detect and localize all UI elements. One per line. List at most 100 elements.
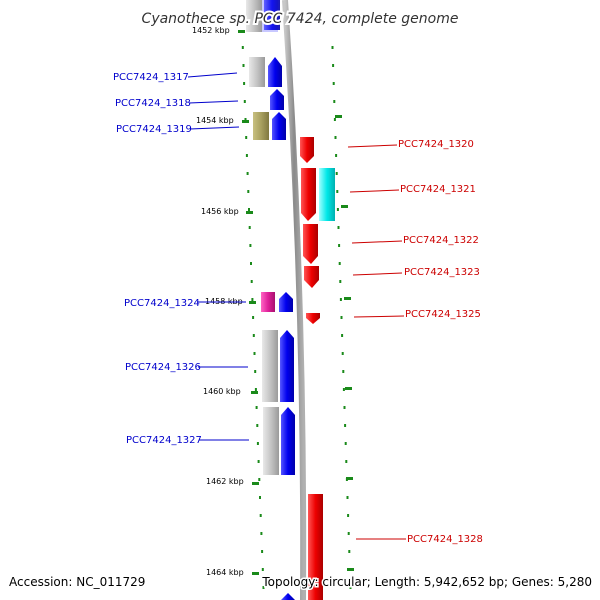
tick-dot <box>347 514 350 517</box>
tick-dot <box>257 460 260 463</box>
partial-features-top <box>246 0 280 32</box>
gene-PCC7424_1318[interactable] <box>270 89 284 110</box>
gene-arrow <box>281 407 295 475</box>
gene-label[interactable]: PCC7424_1319 <box>116 124 192 135</box>
tick-dot <box>333 118 336 121</box>
gene-label[interactable]: PCC7424_1322 <box>403 235 479 246</box>
gene-arrow <box>308 494 323 600</box>
gene-label[interactable]: PCC7424_1326 <box>125 362 201 373</box>
scale-dash <box>252 572 259 575</box>
tick-dot <box>344 424 347 427</box>
tick-dot <box>260 532 263 535</box>
tick-dot <box>349 586 352 589</box>
tick-dot <box>255 406 258 409</box>
tick-dot <box>243 100 246 103</box>
tick-dot <box>342 388 345 391</box>
cog-box <box>263 407 279 475</box>
tick-dot <box>345 460 348 463</box>
tick-dot <box>339 280 342 283</box>
tick-dot <box>245 136 248 139</box>
tick-dot <box>248 208 250 211</box>
gene-label[interactable]: PCC7424_1327 <box>126 435 202 446</box>
tick-dot <box>337 226 340 229</box>
tick-dot <box>336 208 339 211</box>
tick-dot <box>243 82 246 85</box>
tick-track-left <box>241 46 265 589</box>
tick-dot <box>336 190 339 193</box>
tick-dot <box>252 334 255 337</box>
tick-dot <box>254 388 257 391</box>
gene-arrow <box>304 266 319 288</box>
accession-text: Accession: NC_011729 <box>9 575 145 589</box>
gene-PCC7424_1317[interactable] <box>249 57 282 87</box>
scale-dash <box>341 205 348 208</box>
tick-dot <box>335 154 338 157</box>
gene-label[interactable]: PCC7424_1323 <box>404 267 480 278</box>
gene-PCC7424_1326[interactable] <box>262 330 294 402</box>
genome-summary-text: Topology: circular; Length: 5,942,652 bp… <box>261 575 592 589</box>
tick-dot <box>339 298 342 301</box>
gene-arrow <box>270 89 284 110</box>
gene-label[interactable]: PCC7424_1328 <box>407 534 483 545</box>
scale-dash <box>347 568 354 571</box>
tick-dot <box>342 370 345 373</box>
scale-dash <box>345 387 352 390</box>
gene-PCC7424_1324[interactable] <box>261 292 293 312</box>
tick-dot <box>249 244 252 247</box>
gene-PCC7424_1327[interactable] <box>263 407 295 475</box>
tick-dot <box>254 370 257 373</box>
gene-PCC7424_1322[interactable] <box>303 224 318 264</box>
gene-label[interactable]: PCC7424_1321 <box>400 184 476 195</box>
genome-backbone <box>282 0 307 600</box>
scale-dash <box>344 297 351 300</box>
gene-arrow <box>280 330 294 402</box>
gene-label[interactable]: PCC7424_1320 <box>398 139 474 150</box>
gene-label[interactable]: PCC7424_1325 <box>405 309 481 320</box>
scale-label: 1456 kbp <box>201 207 239 216</box>
gene-PCC7424_1320[interactable] <box>300 137 314 163</box>
gene-PCC7424_1319[interactable] <box>253 112 286 140</box>
tick-dot <box>261 568 264 571</box>
gene-label[interactable]: PCC7424_1317 <box>113 72 189 83</box>
gene-label[interactable]: PCC7424_1318 <box>115 98 191 109</box>
tick-dot <box>341 352 344 355</box>
gene-arrow <box>268 57 282 87</box>
gene-PCC7424_1323[interactable] <box>304 266 319 288</box>
tick-dot <box>338 262 341 265</box>
gene-PCC7424_1328[interactable] <box>308 494 323 600</box>
label-group-left: PCC7424_1317 PCC7424_1318 PCC7424_1319 P… <box>113 72 249 446</box>
scale-dash <box>249 301 256 304</box>
gene-arrow <box>306 313 320 324</box>
tick-dot <box>338 244 341 247</box>
tick-dot <box>343 406 346 409</box>
gene-arrow <box>300 137 314 163</box>
gene-PCC7424_1321[interactable] <box>301 168 335 221</box>
gene-arrow <box>301 168 316 221</box>
gene-arrow <box>272 112 286 140</box>
tick-dot <box>332 82 335 85</box>
tick-dot <box>256 424 259 427</box>
tick-dot <box>248 226 251 229</box>
scale-label: 1454 kbp <box>196 116 234 125</box>
tick-dot <box>258 478 261 481</box>
tick-dot <box>250 280 253 283</box>
tick-dot <box>262 586 265 589</box>
tick-dot <box>348 550 351 553</box>
gene-PCC7424_1325[interactable] <box>306 313 320 324</box>
scale-dash <box>335 115 342 118</box>
tick-dot <box>259 496 261 499</box>
map-title: Cyanothece sp. PCC 7424, complete genome <box>142 11 459 27</box>
tick-dot <box>252 316 255 319</box>
gene-arrow <box>279 292 293 312</box>
tick-dot <box>245 154 248 157</box>
gene-arrow <box>303 224 318 264</box>
partial-gene-bottom <box>281 593 295 600</box>
tick-track-right <box>331 46 352 589</box>
gene-label[interactable]: PCC7424_1324 <box>124 298 200 309</box>
scale-dash <box>238 30 245 33</box>
scale-dash <box>346 477 353 480</box>
cog-box <box>253 112 269 140</box>
tick-dot <box>241 46 244 49</box>
scale-dash <box>246 211 253 214</box>
